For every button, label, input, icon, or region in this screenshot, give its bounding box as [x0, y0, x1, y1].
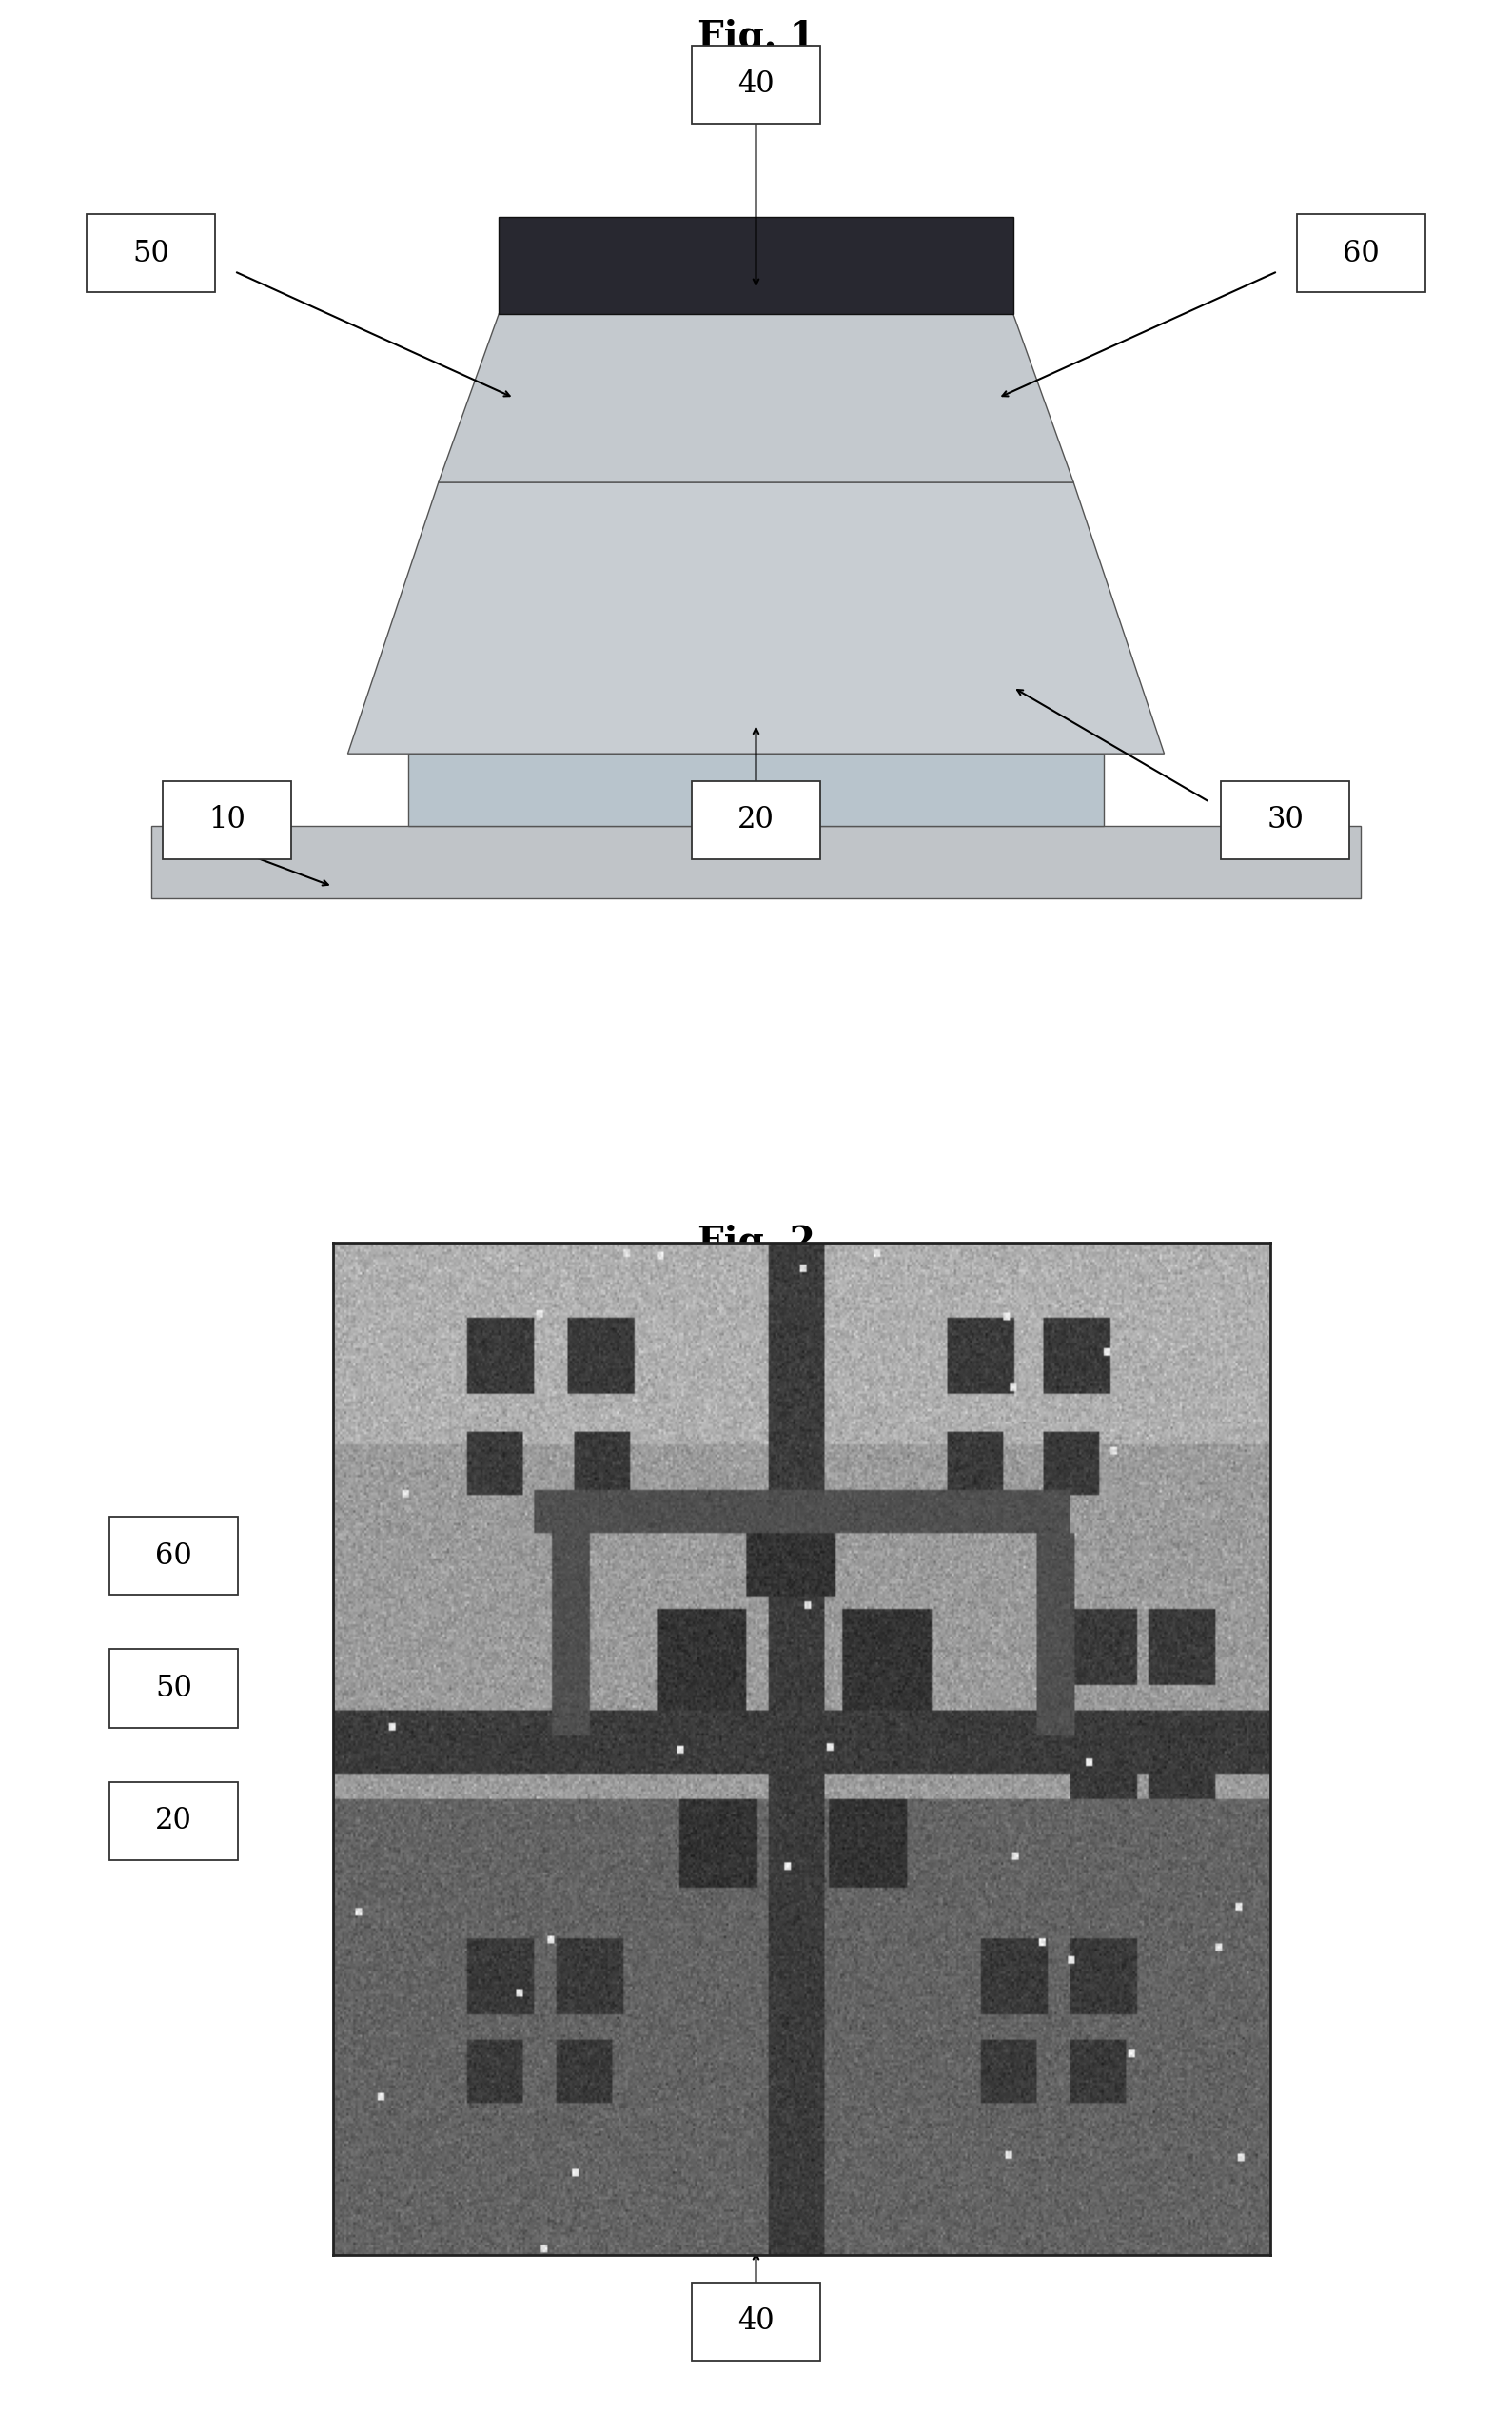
Text: 40: 40 [738, 70, 774, 99]
Polygon shape [499, 217, 1013, 314]
Text: 30: 30 [1267, 806, 1303, 835]
FancyBboxPatch shape [1297, 215, 1424, 292]
Text: 50: 50 [156, 1674, 192, 1703]
Polygon shape [348, 482, 1164, 753]
FancyBboxPatch shape [692, 2282, 821, 2361]
Text: 60: 60 [1343, 239, 1379, 268]
Text: 20: 20 [738, 806, 774, 835]
FancyBboxPatch shape [1222, 781, 1349, 859]
FancyBboxPatch shape [110, 1782, 239, 1860]
Polygon shape [151, 825, 1361, 897]
Text: Fig. 1: Fig. 1 [697, 17, 815, 55]
Text: 20: 20 [156, 1807, 192, 1836]
Polygon shape [408, 753, 1104, 825]
Text: 60: 60 [156, 1541, 192, 1570]
FancyBboxPatch shape [692, 46, 821, 123]
FancyBboxPatch shape [110, 1517, 239, 1594]
Text: Fig. 2: Fig. 2 [697, 1225, 815, 1261]
Text: 40: 40 [738, 2306, 774, 2337]
Polygon shape [438, 314, 1074, 482]
FancyBboxPatch shape [88, 215, 215, 292]
FancyBboxPatch shape [692, 781, 821, 859]
Text: 10: 10 [209, 806, 245, 835]
FancyBboxPatch shape [110, 1650, 239, 1727]
Text: 50: 50 [133, 239, 169, 268]
FancyBboxPatch shape [162, 781, 290, 859]
